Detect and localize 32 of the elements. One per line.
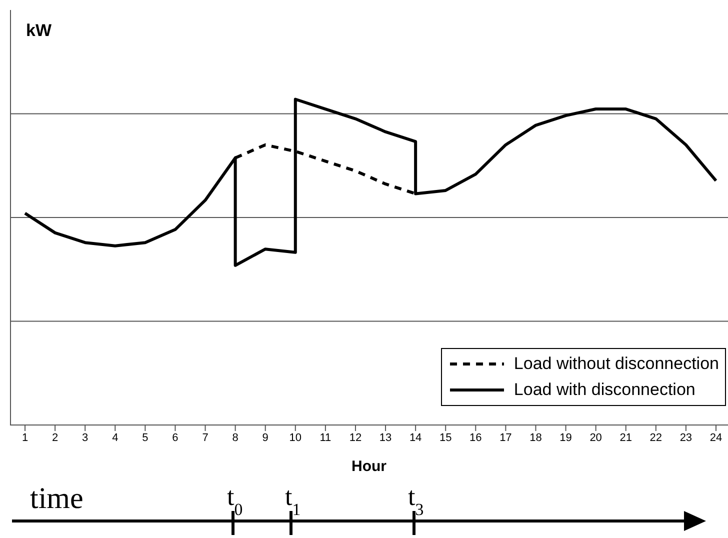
x-tick-label: 14: [409, 432, 422, 444]
x-tick-label: 1: [22, 432, 28, 444]
x-tick-label: 21: [620, 432, 632, 444]
x-tick-label: 16: [470, 432, 482, 444]
x-tick-label: 18: [530, 432, 542, 444]
text: t$_{0}$: [227, 482, 243, 518]
x-tick-label: 4: [112, 432, 118, 444]
x-tick-label: 9: [262, 432, 268, 444]
text: t$_{3}$: [408, 482, 424, 518]
legend-label: Load with disconnection: [514, 379, 696, 401]
x-tick-label: 7: [202, 432, 208, 444]
x-tick-label: 17: [500, 432, 512, 444]
text: time: [30, 482, 84, 515]
y-axis-title: kW: [26, 21, 52, 40]
x-tick-label: 10: [289, 432, 302, 444]
x-tick-label: 23: [680, 432, 692, 444]
x-tick-label: 15: [439, 432, 452, 444]
x-tick-label: 8: [232, 432, 238, 444]
x-axis-title: Hour: [352, 458, 387, 475]
x-tick-label: 24: [710, 432, 722, 444]
text: t$_{1}$: [285, 482, 301, 518]
x-tick-label: 22: [650, 432, 662, 444]
x-tick-label: 6: [172, 432, 178, 444]
x-tick-label: 2: [52, 432, 58, 444]
legend-label: Load without disconnection: [514, 353, 719, 375]
x-tick-label: 13: [379, 432, 392, 444]
x-tick-label: 11: [320, 432, 332, 444]
x-tick-label: 20: [590, 432, 602, 444]
x-tick-label: 19: [560, 432, 572, 444]
x-tick-label: 12: [349, 432, 362, 444]
x-tick-label: 5: [142, 432, 148, 444]
x-tick-label: 3: [82, 432, 88, 444]
